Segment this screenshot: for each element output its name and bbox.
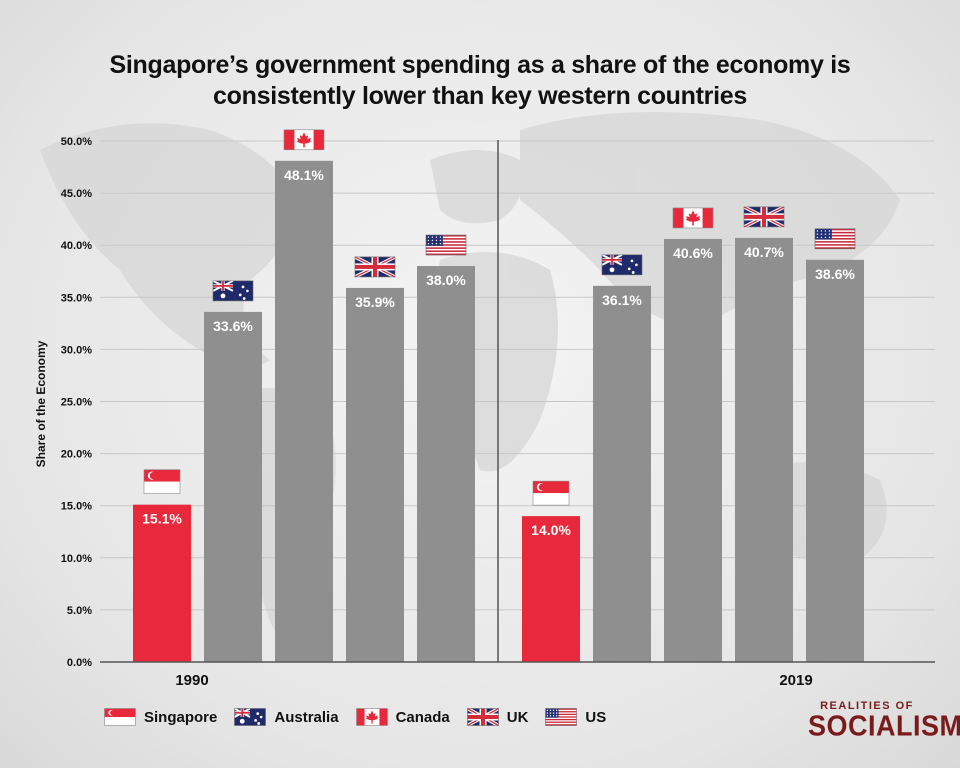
y-tick-label: 30.0% — [61, 344, 92, 356]
us-flag-icon — [545, 708, 578, 726]
legend-label: US — [585, 708, 607, 726]
y-tick-label: 10.0% — [61, 553, 92, 565]
singapore-flag-icon — [532, 480, 570, 506]
bars — [133, 160, 864, 662]
bar-value-label: 38.6% — [815, 266, 855, 282]
us-flag-icon — [425, 234, 467, 256]
singapore-flag-icon — [143, 469, 181, 494]
y-tick-label: 15.0% — [61, 501, 92, 513]
australia-flag-icon — [234, 708, 267, 726]
bar — [735, 237, 793, 662]
y-axis-ticks: 0.0% 5.0% 10.0% 15.0% 20.0% 25.0% 30.0% 35.0% 40… — [61, 136, 92, 669]
chart-title-line-2: consistently lower than key western coun… — [213, 82, 747, 110]
bar-value-label: 15.1% — [142, 511, 182, 527]
legend-item: Australia — [234, 708, 339, 726]
bar-value-label: 48.1% — [284, 167, 324, 183]
legend-item: Singapore — [104, 708, 217, 726]
chart-title-line-1: Singapore’s government spending as a sha… — [109, 51, 851, 79]
chart-title: Singapore’s government spending as a sha… — [0, 50, 960, 112]
y-tick-label: 20.0% — [61, 449, 92, 461]
bar — [204, 311, 262, 662]
legend-label: Singapore — [144, 708, 218, 726]
australia-flag-icon — [212, 279, 254, 302]
y-tick-label: 35.0% — [61, 292, 92, 304]
brand-logo: REALITIES OF SOCIALISM — [808, 700, 960, 742]
australia-flag-icon — [601, 253, 643, 276]
axes — [100, 140, 935, 663]
brand-logo-main: SOCIALISM — [808, 710, 960, 742]
brand-logo-top: REALITIES OF — [820, 700, 914, 712]
legend: Singapore Australia Canada UK US — [104, 705, 623, 729]
bar — [522, 516, 580, 662]
bar-value-label: 36.1% — [602, 292, 642, 308]
y-tick-label: 50.0% — [61, 136, 92, 148]
x-category-label: 2019 — [779, 672, 812, 689]
bar — [133, 504, 191, 662]
x-axis-categories: 1990 2019 — [175, 672, 812, 689]
legend-label: Canada — [395, 708, 450, 726]
bar-value-label: 33.6% — [213, 318, 253, 334]
uk-flag-icon — [466, 708, 499, 726]
bar — [664, 238, 722, 662]
canada-flag-icon — [283, 129, 325, 151]
bar-value-label: 40.6% — [673, 245, 713, 261]
y-tick-label: 45.0% — [61, 188, 92, 200]
legend-item: Canada — [355, 708, 450, 726]
y-axis-label: Share of the Economy — [34, 340, 48, 467]
bar — [593, 285, 651, 662]
y-tick-label: 5.0% — [67, 605, 92, 617]
bar-value-labels: 15.1% 33.6% 48.1% 35.9% 38.0% 14.0% 36.1% 40.6%… — [142, 167, 855, 538]
canada-flag-icon — [672, 207, 714, 229]
bar-value-label: 40.7% — [744, 244, 784, 260]
bar-flags — [143, 129, 856, 506]
bar — [275, 160, 333, 662]
canada-flag-icon — [355, 708, 388, 726]
bar — [417, 266, 475, 662]
uk-flag-icon — [354, 255, 396, 279]
bar — [346, 287, 404, 662]
legend-label: Australia — [274, 708, 339, 726]
legend-item: UK — [466, 708, 529, 726]
bar — [806, 259, 864, 662]
y-tick-label: 40.0% — [61, 240, 92, 252]
legend-label: UK — [506, 708, 529, 726]
uk-flag-icon — [743, 205, 785, 229]
y-tick-label: 25.0% — [61, 397, 92, 409]
us-flag-icon — [814, 228, 856, 250]
bar-value-label: 14.0% — [531, 522, 571, 538]
bar-value-label: 38.0% — [426, 272, 466, 288]
singapore-flag-icon — [104, 708, 136, 726]
y-tick-label: 0.0% — [67, 657, 92, 669]
bar-value-label: 35.9% — [355, 294, 395, 310]
legend-item: US — [545, 708, 606, 726]
x-category-label: 1990 — [175, 672, 208, 689]
